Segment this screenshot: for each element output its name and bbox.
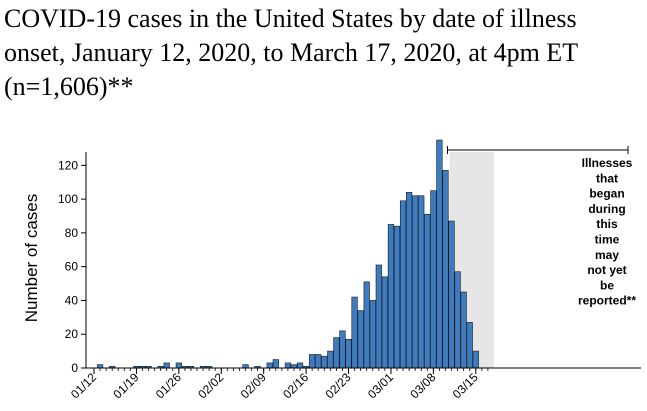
y-tick-label: 80 (65, 226, 79, 240)
bar-03-14 (466, 322, 473, 369)
bar-03-12 (454, 271, 461, 369)
bar-01-13 (96, 364, 104, 369)
y-tick-label: 40 (65, 293, 79, 307)
bar-03-11 (448, 220, 455, 369)
title-line-1: COVID-19 cases in the United States by d… (4, 4, 577, 33)
annotation-line: that (596, 171, 618, 185)
x-tick-label: 03/15 (450, 370, 481, 401)
x-tick-label: 01/26 (153, 370, 184, 401)
bar-03-09 (436, 139, 443, 369)
bar-03-15 (472, 350, 479, 369)
title-line-2: onset, January 12, 2020, to March 17, 20… (4, 38, 579, 67)
bar-03-10 (442, 170, 449, 369)
annotation-line: during (588, 202, 625, 216)
bar-03-06 (418, 195, 425, 369)
bar-02-06 (242, 364, 249, 369)
bar-02-23 (345, 338, 352, 369)
x-tick-label: 02/23 (323, 370, 354, 401)
bar-02-28 (375, 264, 382, 369)
bar-01-26 (175, 362, 182, 369)
bar-02-25 (357, 310, 364, 369)
bar-03-05 (412, 195, 419, 369)
x-tick-label: 02/02 (195, 370, 226, 401)
bar-02-10 (266, 362, 273, 369)
y-tick-label: 0 (71, 361, 78, 375)
y-tick-label: 100 (58, 192, 78, 206)
bar-02-21 (333, 337, 340, 369)
x-tick-label: 01/19 (110, 370, 141, 401)
x-tick-label: 02/09 (238, 370, 269, 401)
title-line-3: (n=1,606)** (4, 72, 134, 101)
y-tick-label: 60 (65, 260, 79, 274)
bars-group (96, 139, 479, 369)
annotation-line: be (600, 278, 614, 292)
bar-01-24 (163, 362, 170, 369)
x-tick-label: 03/01 (365, 370, 396, 401)
bar-02-17 (309, 354, 316, 369)
y-tick-label: 120 (58, 158, 78, 172)
bar-02-18 (315, 354, 322, 369)
bar-02-27 (369, 300, 376, 369)
annotation-line: this (596, 217, 618, 231)
bar-02-20 (327, 350, 334, 369)
x-tick-label: 02/16 (280, 370, 311, 401)
bar-03-08 (430, 190, 437, 369)
y-axis-label: Number of cases (22, 194, 41, 323)
annotation-line: not yet (587, 263, 626, 277)
chart-title: COVID-19 cases in the United States by d… (4, 2, 644, 104)
annotation-line: reported** (578, 294, 636, 308)
bar-02-15 (296, 362, 304, 369)
annotation-line: may (595, 248, 619, 262)
annotation-line: time (595, 233, 620, 247)
annotation-line: Illnesses (582, 156, 633, 170)
bar-03-13 (460, 291, 467, 369)
x-tick-label: 03/08 (407, 370, 438, 401)
bar-03-02 (393, 225, 401, 369)
bar-02-22 (339, 330, 346, 369)
bar-02-24 (351, 296, 358, 369)
annotation-line: began (589, 187, 624, 201)
bar-02-29 (381, 276, 388, 369)
bar-02-26 (363, 281, 370, 369)
y-tick-label: 20 (65, 327, 79, 341)
bar-03-03 (399, 200, 407, 369)
bar-02-13 (284, 362, 292, 369)
bar-02-14 (290, 364, 298, 369)
bar-03-04 (406, 192, 413, 369)
bar-02-19 (321, 355, 328, 369)
bar-03-07 (424, 214, 431, 369)
bar-02-11 (272, 359, 279, 369)
bar-03-01 (387, 224, 395, 369)
